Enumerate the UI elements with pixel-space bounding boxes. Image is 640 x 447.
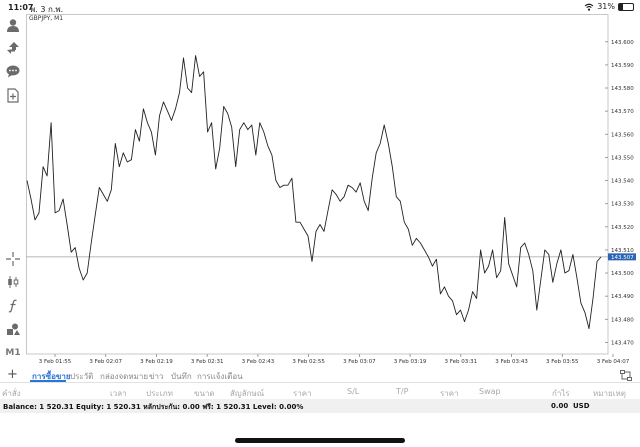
wifi-icon — [584, 3, 594, 11]
tab-alerts[interactable]: การแจ้งเตือน — [197, 372, 243, 381]
add-order-button[interactable]: + — [7, 367, 18, 382]
new-document-icon[interactable] — [4, 86, 22, 104]
column-header[interactable]: ราคา — [293, 389, 312, 398]
tab-mailbox[interactable]: กล่องจดหมาย — [100, 372, 149, 381]
x-tick-label: 3 Feb 02:19 — [140, 359, 173, 365]
active-tab-underline — [30, 380, 66, 382]
status-time: 11:07 — [8, 3, 34, 12]
balance-currency: USD — [573, 402, 590, 410]
column-header[interactable]: T/P — [396, 387, 409, 396]
column-header[interactable]: หมายเหตุ — [593, 389, 626, 398]
battery-percent: 31% — [597, 2, 615, 11]
price-chart-svg[interactable]: 143.600 143.590 143.580 143.570 143.560 143.5… — [26, 14, 640, 366]
y-tick-label: 143.580 — [611, 86, 634, 92]
indicator-icon[interactable] — [4, 297, 22, 315]
x-tick-label: 3 Feb 03:55 — [546, 359, 579, 365]
price-line — [26, 55, 602, 330]
candlestick-icon[interactable] — [4, 273, 22, 291]
y-tick-label: 143.480 — [611, 317, 634, 323]
column-header[interactable]: สัญลักษณ์ — [230, 389, 265, 398]
y-tick-label: 143.570 — [611, 109, 634, 115]
timeframe-button[interactable]: M1 — [5, 348, 21, 358]
status-indicators: 31% — [584, 2, 634, 11]
left-toolbar: M1 — [0, 14, 26, 366]
column-header[interactable]: Swap — [479, 387, 501, 396]
x-tick-label: 3 Feb 03:07 — [343, 359, 376, 365]
y-tick-label: 143.600 — [611, 40, 634, 46]
x-tick-label: 3 Feb 02:07 — [89, 359, 122, 365]
terminal-tabs: + การซื้อขาย ประวัติ กล่องจดหมาย ข่าว บั… — [0, 368, 640, 383]
column-header[interactable]: กำไร — [552, 389, 570, 398]
orders-table-header: คำสั่ง เวลา ประเภท ขนาด สัญลักษณ์ ราคา S… — [0, 384, 640, 398]
x-tick-label: 3 Feb 02:31 — [191, 359, 224, 365]
column-header[interactable]: คำสั่ง — [2, 389, 21, 398]
tab-trade[interactable]: การซื้อขาย — [32, 372, 71, 381]
y-tick-label: 143.470 — [611, 340, 634, 346]
y-tick-label: 143.550 — [611, 155, 634, 161]
column-header[interactable]: ขนาด — [194, 389, 215, 398]
current-price-label: 143.507 — [611, 255, 634, 261]
y-tick-label: 143.520 — [611, 225, 634, 231]
tab-journal[interactable]: บันทึก — [171, 372, 192, 381]
y-tick-label: 143.500 — [611, 271, 634, 277]
y-tick-label: 143.560 — [611, 132, 634, 138]
balance-row: Balance: 1 520.31 Equity: 1 520.31 หลักป… — [0, 399, 640, 413]
column-header[interactable]: ประเภท — [146, 389, 173, 398]
objects-icon[interactable] — [4, 320, 22, 338]
current-price-tag — [608, 253, 636, 261]
x-tick-label: 3 Feb 03:43 — [495, 359, 528, 365]
y-tick-label: 143.490 — [611, 294, 634, 300]
x-tick-label: 3 Feb 03:31 — [445, 359, 478, 365]
battery-icon — [618, 2, 634, 11]
chat-icon[interactable] — [4, 62, 22, 80]
y-tick-label: 143.510 — [611, 248, 634, 254]
y-tick-label: 143.530 — [611, 202, 634, 208]
y-tick-label: 143.590 — [611, 63, 634, 69]
x-tick-label: 3 Feb 02:55 — [292, 359, 325, 365]
column-header[interactable]: S/L — [347, 387, 360, 396]
tab-history[interactable]: ประวัติ — [70, 372, 94, 381]
home-indicator — [235, 438, 405, 443]
crosshair-icon[interactable] — [4, 250, 22, 268]
account-icon[interactable] — [4, 16, 22, 34]
status-bar: 11:07 พ. 3 ก.พ. 31% — [0, 0, 640, 14]
status-date: พ. 3 ก.พ. — [30, 5, 64, 14]
trade-icon[interactable] — [4, 39, 22, 57]
x-tick-label: 3 Feb 04:07 — [597, 359, 630, 365]
column-header[interactable]: ราคา — [440, 389, 459, 398]
x-tick-label: 3 Feb 01:55 — [39, 359, 72, 365]
expand-icon[interactable] — [620, 370, 632, 381]
tab-news[interactable]: ข่าว — [149, 372, 164, 381]
plot-frame — [26, 14, 609, 355]
y-tick-label: 143.540 — [611, 179, 634, 185]
x-tick-label: 3 Feb 02:43 — [242, 359, 275, 365]
price-chart[interactable]: 143.600 143.590 143.580 143.570 143.560 143.5… — [26, 14, 640, 366]
x-tick-label: 3 Feb 03:19 — [394, 359, 427, 365]
balance-summary: Balance: 1 520.31 Equity: 1 520.31 หลักป… — [3, 403, 304, 411]
balance-profit: 0.00 — [551, 402, 569, 410]
symbol-label: GBPJPY, M1 — [29, 15, 64, 22]
column-header[interactable]: เวลา — [110, 389, 127, 398]
